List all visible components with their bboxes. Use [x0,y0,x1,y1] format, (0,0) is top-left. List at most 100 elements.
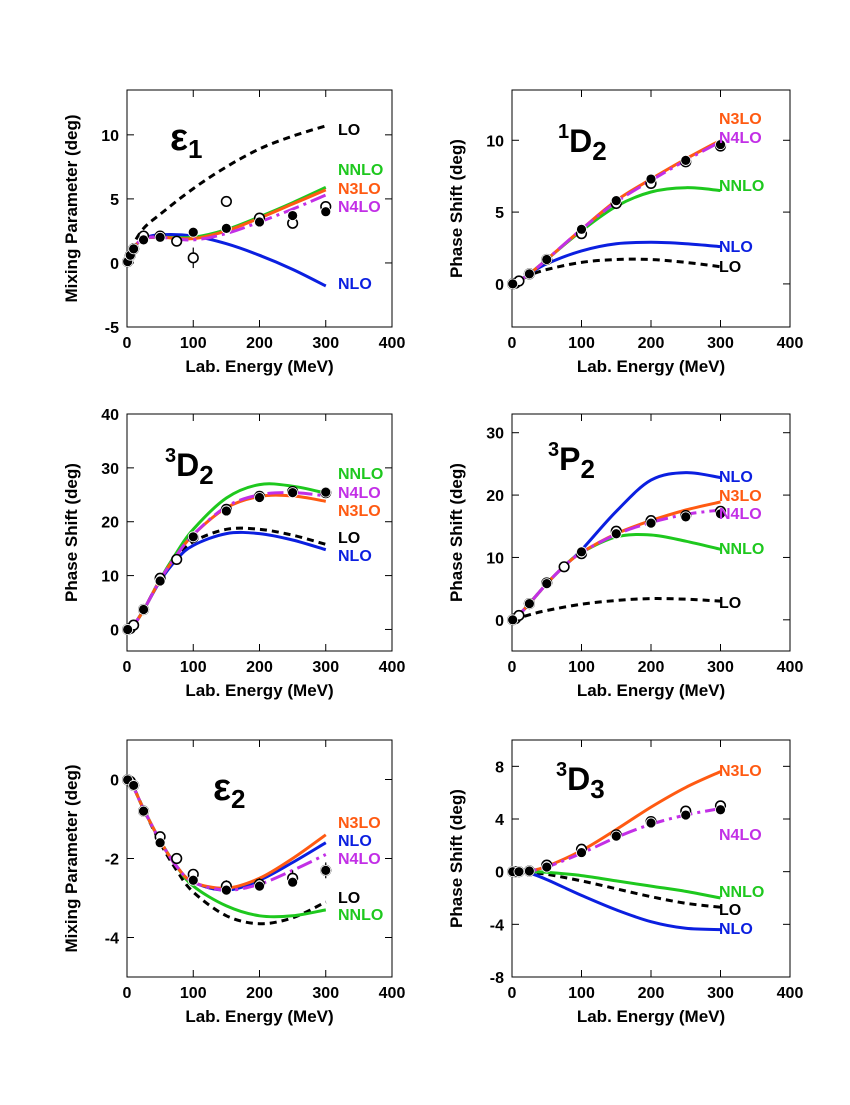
x-tick-label: 0 [508,985,517,1002]
y-tick-label: 10 [486,550,504,567]
y-tick-label: 0 [110,256,119,273]
panel-title-subscript: 2 [592,136,606,166]
solid-data-point [220,222,232,234]
x-tick-label: 300 [707,659,734,676]
panel-title-main: D [176,447,199,483]
x-axis-label: Lab. Energy (MeV) [577,681,725,700]
solid-data-point [541,254,553,265]
curve-label-n3lo: N3LO [719,763,762,780]
solid-data-point [220,505,232,517]
y-tick-label: 0 [110,773,119,790]
curve-label-n4lo: N4LO [719,827,762,844]
y-axis-label: Phase Shift (deg) [447,789,466,928]
panel-title-superscript: 3 [165,445,176,467]
x-tick-label: 200 [246,659,273,676]
curve-label-n3lo: N3LO [338,503,381,520]
x-tick-label: 0 [123,985,132,1002]
y-tick-label: 10 [486,133,504,150]
x-tick-label: 400 [777,335,804,352]
series-line-lo [126,778,327,926]
open-data-point [171,235,183,247]
series-line-n4lo [126,778,327,892]
curve-label-nlo: NLO [338,276,372,293]
x-tick-label: 300 [707,335,734,352]
x-tick-label: 200 [246,985,273,1002]
curve-label-nlo: NLO [719,239,753,256]
curve-label-nnlo: NNLO [338,907,383,924]
solid-data-point [680,511,692,523]
x-tick-label: 400 [777,985,804,1002]
curve-label-nlo: NLO [719,921,753,938]
x-tick-label: 100 [180,335,207,352]
solid-data-point [154,837,166,849]
series-line-nnlo [511,533,721,621]
panel-3: 0 100 200 300 400 0 10 20 30 40 Lab. Energy (MeV) P… [62,407,405,700]
solid-data-point [287,487,299,499]
panel-6: 0 100 200 300 400 -8 -4 0 4 8 Lab. Energy (MeV) Pha… [447,739,804,1026]
solid-data-point [715,139,726,150]
series-line-lo [512,597,721,622]
solid-data-point [680,809,692,821]
y-tick-label: 5 [495,205,504,222]
series-line-nnlo [512,870,721,900]
curve-label-lo: LO [719,595,741,612]
x-tick-label: 100 [180,985,207,1002]
x-tick-label: 0 [508,659,517,676]
x-tick-label: 0 [508,335,517,352]
panel-title-main: ε [170,117,188,159]
panel-title-main: ε [213,767,231,809]
series-line-n4lo [511,508,721,621]
curve-label-n4lo: N4LO [719,130,762,147]
solid-data-point [610,528,622,540]
solid-data-point [523,865,535,877]
open-data-point [220,195,232,208]
solid-data-point [610,195,622,207]
curve-label-lo: LO [338,530,360,547]
solid-data-point [254,880,265,892]
panel-title-subscript: 3 [590,774,604,804]
panel-5: 0 100 200 300 400 -4 -2 0 Lab. Energy (MeV) Mixin… [62,739,405,1026]
solid-data-point [523,268,535,280]
solid-data-point [187,874,199,886]
panel-title-subscript: 2 [231,784,245,814]
x-tick-label: 200 [638,659,665,676]
x-tick-label: 400 [379,659,406,676]
solid-data-point [576,223,587,235]
panel-title-subscript: 2 [199,460,213,490]
panel-title-main: D [569,123,592,159]
x-tick-label: 200 [246,335,273,352]
open-data-point [171,553,183,566]
curve-label-n3lo: N3LO [338,815,381,832]
panel-title: ε2 [213,767,246,814]
solid-data-point [507,278,519,290]
solid-data-point [320,206,332,218]
solid-data-point [320,486,332,498]
panel-title: 1D2 [558,121,607,166]
y-tick-label: 0 [110,622,119,639]
solid-data-point [187,531,199,543]
panel-title: 3D2 [165,445,214,490]
y-tick-label: 30 [486,426,504,443]
series-line-nlo [511,471,721,621]
curve-label-nnlo: NNLO [719,178,764,195]
series-line-n3lo [512,770,722,874]
x-tick-label: 400 [777,659,804,676]
solid-data-point [576,546,587,558]
solid-data-point [138,234,149,246]
panel-title-main: D [567,761,590,797]
x-axis-label: Lab. Energy (MeV) [577,357,725,376]
panel-title-main: P [559,441,580,477]
x-tick-label: 400 [379,335,406,352]
panel-4: 0 100 200 300 400 0 10 20 30 Lab. Energy (MeV) Pha… [447,413,804,700]
solid-data-point [523,598,535,609]
x-tick-label: 200 [638,985,665,1002]
solid-data-point [576,847,587,858]
y-tick-label: -2 [105,852,119,869]
curve-label-lo: LO [719,902,741,919]
solid-data-point [541,578,553,590]
solid-data-point [645,517,657,529]
curve-label-n3lo: N3LO [719,488,762,505]
curve-label-lo: LO [719,259,741,276]
y-tick-label: 4 [495,812,504,829]
